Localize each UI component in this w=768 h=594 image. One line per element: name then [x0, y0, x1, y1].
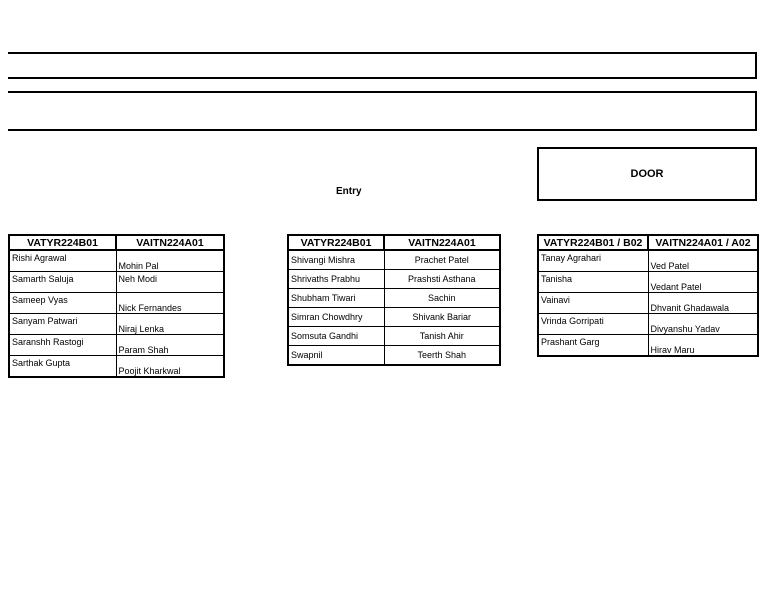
table-row: Sarthak Gupta Poojit Kharkwal: [8, 355, 225, 378]
table-cell: Sameep Vyas: [8, 292, 117, 314]
table-cell: Samarth Saluja: [8, 271, 117, 293]
table-cell: Poojit Kharkwal: [115, 355, 225, 378]
table-row: Shrivaths Prabhu Prashsti Asthana: [287, 269, 501, 289]
table-header-row: VATYR224B01 VAITN224A01: [8, 234, 225, 251]
table-cell: Nick Fernandes: [115, 292, 225, 314]
table-cell: Shubham Tiwari: [287, 288, 385, 308]
table-row: Simran Chowdhry Shivank Bariar: [287, 307, 501, 327]
table-cell: Tanisha: [537, 271, 649, 293]
column-header: VATYR224B01: [8, 234, 117, 251]
second-banner-box: [8, 91, 757, 131]
table-cell: Param Shah: [115, 334, 225, 356]
table-cell: Sarthak Gupta: [8, 355, 117, 378]
table-row: Rishi Agrawal Mohin Pal: [8, 249, 225, 272]
table-cell: Saranshh Rastogi: [8, 334, 117, 356]
table-row: Shubham Tiwari Sachin: [287, 288, 501, 308]
table-header-row: VATYR224B01 / B02 VAITN224A01 / A02: [537, 234, 759, 251]
table-row: Sanyam Patwari Niraj Lenka: [8, 313, 225, 335]
table-row: Swapnil Teerth Shah: [287, 345, 501, 366]
door-label: DOOR: [630, 168, 664, 180]
top-banner-box: [8, 52, 757, 79]
table-cell: Prachet Patel: [383, 249, 501, 270]
table-row: Samarth Saluja Neh Modi: [8, 271, 225, 293]
table-row: Tanisha Vedant Patel: [537, 271, 759, 293]
column-header: VAITN224A01: [383, 234, 501, 251]
table-row: Vainavi Dhvanit Ghadawala: [537, 292, 759, 314]
table-cell: Dhvanit Ghadawala: [647, 292, 759, 314]
table-cell: Sanyam Patwari: [8, 313, 117, 335]
table-header-row: VATYR224B01 VAITN224A01: [287, 234, 501, 251]
entry-label: Entry: [336, 186, 362, 197]
table-cell: Ved Patel: [647, 249, 759, 272]
table-cell: Sachin: [383, 288, 501, 308]
table-row: Vrinda Gorripati Divyanshu Yadav: [537, 313, 759, 335]
table-row: Shivangi Mishra Prachet Patel: [287, 249, 501, 270]
table-cell: Hirav Maru: [647, 334, 759, 357]
table-cell: Tanay Agrahari: [537, 249, 649, 272]
table-cell: Prashsti Asthana: [383, 269, 501, 289]
column-header: VATYR224B01 / B02: [537, 234, 649, 251]
table-cell: Tanish Ahir: [383, 326, 501, 346]
table-row: Saranshh Rastogi Param Shah: [8, 334, 225, 356]
table-cell: Rishi Agrawal: [8, 249, 117, 272]
column-header: VAITN224A01 / A02: [647, 234, 759, 251]
table-cell: Shivank Bariar: [383, 307, 501, 327]
table-cell: Divyanshu Yadav: [647, 313, 759, 335]
table-row: Tanay Agrahari Ved Patel: [537, 249, 759, 272]
seating-table-2: VATYR224B01 VAITN224A01 Shivangi Mishra P…: [287, 234, 501, 366]
table-cell: Shrivaths Prabhu: [287, 269, 385, 289]
seating-table-3: VATYR224B01 / B02 VAITN224A01 / A02 Tana…: [537, 234, 759, 357]
table-cell: Swapnil: [287, 345, 385, 366]
table-cell: Mohin Pal: [115, 249, 225, 272]
table-cell: Vedant Patel: [647, 271, 759, 293]
table-cell: Vrinda Gorripati: [537, 313, 649, 335]
table-cell: Prashant Garg: [537, 334, 649, 357]
column-header: VATYR224B01: [287, 234, 385, 251]
table-row: Prashant Garg Hirav Maru: [537, 334, 759, 357]
table-cell: Neh Modi: [115, 271, 225, 293]
table-cell: Niraj Lenka: [115, 313, 225, 335]
table-cell: Simran Chowdhry: [287, 307, 385, 327]
table-cell: Somsuta Gandhi: [287, 326, 385, 346]
table-row: Somsuta Gandhi Tanish Ahir: [287, 326, 501, 346]
seating-table-1: VATYR224B01 VAITN224A01 Rishi Agrawal Moh…: [8, 234, 225, 378]
door-box: DOOR: [537, 147, 757, 201]
column-header: VAITN224A01: [115, 234, 225, 251]
table-cell: Vainavi: [537, 292, 649, 314]
table-row: Sameep Vyas Nick Fernandes: [8, 292, 225, 314]
table-cell: Shivangi Mishra: [287, 249, 385, 270]
table-cell: Teerth Shah: [383, 345, 501, 366]
